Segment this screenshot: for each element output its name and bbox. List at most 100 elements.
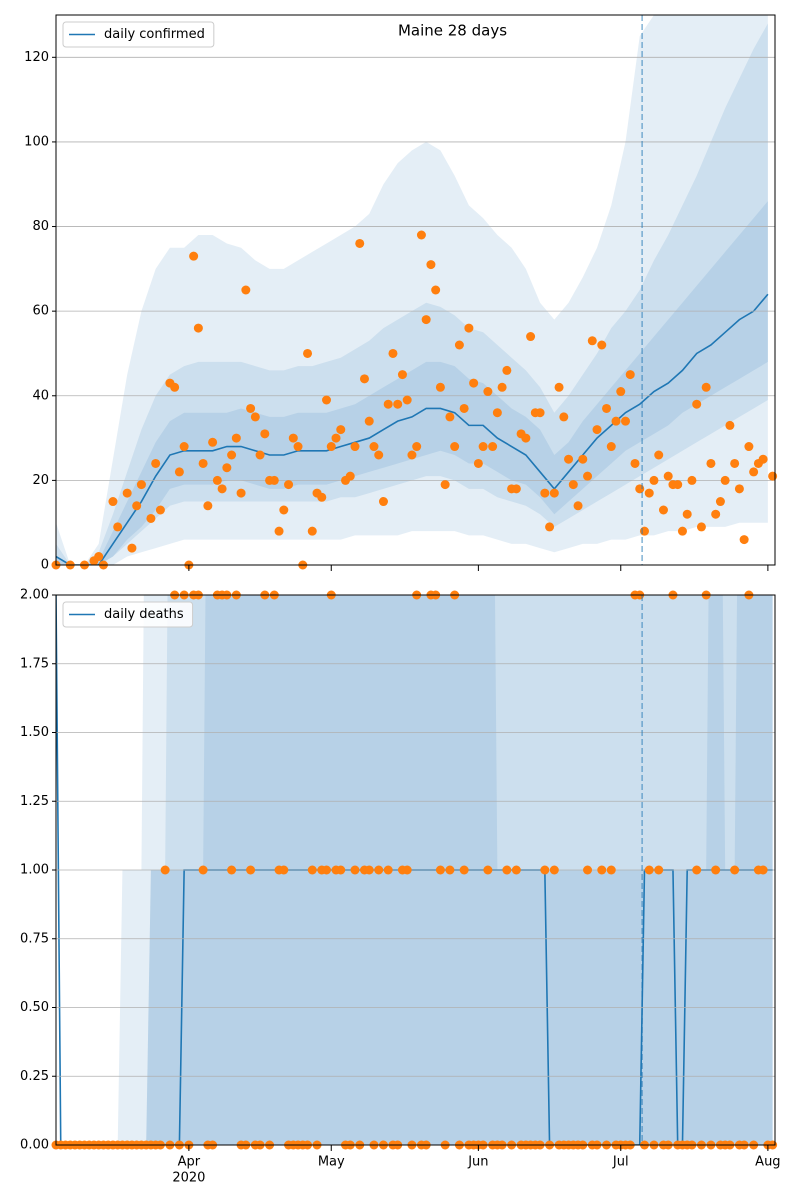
observed-point: [559, 412, 569, 422]
observed-point: [687, 475, 697, 485]
observed-point: [654, 865, 664, 875]
observed-point: [241, 285, 251, 295]
observed-point: [459, 865, 469, 875]
observed-point: [730, 865, 740, 875]
observed-point: [711, 509, 721, 519]
observed-point: [573, 501, 583, 511]
observed-point: [383, 399, 393, 409]
x-tick-label: May: [318, 1155, 345, 1170]
observed-point: [203, 501, 213, 511]
observed-point: [583, 865, 593, 875]
observed-point: [469, 378, 479, 388]
observed-point: [744, 442, 754, 452]
observed-point: [445, 412, 455, 422]
observed-point: [227, 450, 237, 460]
observed-point: [113, 522, 123, 532]
observed-point: [94, 552, 104, 562]
observed-point: [212, 475, 222, 485]
observed-point: [170, 382, 180, 392]
y-tick-label: 40: [32, 388, 49, 403]
observed-point: [473, 458, 483, 468]
observed-point: [663, 471, 673, 481]
observed-point: [132, 501, 142, 511]
observed-point: [397, 370, 407, 380]
y-tick-label: 0: [41, 558, 49, 573]
observed-point: [416, 230, 426, 240]
observed-point: [431, 285, 441, 295]
observed-point: [198, 458, 208, 468]
observed-point: [217, 484, 227, 494]
observed-point: [307, 865, 317, 875]
observed-point: [136, 480, 146, 490]
observed-point: [630, 458, 640, 468]
observed-point: [407, 450, 417, 460]
observed-point: [492, 408, 502, 418]
observed-point: [583, 471, 593, 481]
observed-point: [246, 403, 256, 413]
y-tick-label: 60: [32, 304, 49, 319]
observed-point: [279, 505, 289, 515]
observed-point: [322, 865, 332, 875]
observed-point: [511, 865, 521, 875]
observed-point: [250, 412, 260, 422]
y-tick-label: 0.75: [20, 931, 49, 946]
observed-point: [421, 315, 431, 325]
uncertainty-band: [56, 15, 768, 565]
observed-point: [336, 865, 346, 875]
observed-point: [450, 442, 460, 452]
uncertainty-band: [56, 23, 768, 565]
x-tick-label: Apr: [178, 1155, 201, 1170]
observed-point: [540, 488, 550, 498]
observed-point: [246, 865, 256, 875]
observed-point: [616, 387, 626, 397]
observed-point: [350, 865, 360, 875]
observed-point: [359, 374, 369, 384]
y-tick-label: 1.00: [20, 863, 49, 878]
observed-point: [179, 442, 189, 452]
observed-point: [734, 484, 744, 494]
x-tick-label: Jul: [612, 1155, 629, 1170]
y-tick-label: 0.25: [20, 1069, 49, 1084]
observed-point: [260, 429, 270, 439]
observed-point: [454, 340, 464, 350]
observed-point: [758, 865, 768, 875]
observed-point: [331, 433, 341, 443]
observed-point: [502, 865, 512, 875]
observed-point: [592, 425, 602, 435]
observed-point: [160, 865, 170, 875]
observed-point: [364, 865, 374, 875]
observed-point: [326, 442, 336, 452]
observed-point: [231, 433, 241, 443]
observed-point: [288, 433, 298, 443]
observed-point: [222, 463, 232, 473]
observed-point: [127, 543, 137, 553]
observed-point: [445, 865, 455, 875]
observed-point: [602, 403, 612, 413]
observed-point: [426, 260, 436, 270]
observed-point: [673, 480, 683, 490]
y-tick-label: 0.00: [20, 1138, 49, 1153]
observed-point: [350, 442, 360, 452]
legend-box: [62, 601, 194, 628]
observed-point: [269, 475, 279, 485]
observed-point: [303, 348, 313, 358]
chart-title: Maine 28 days: [398, 22, 507, 40]
observed-point: [174, 467, 184, 477]
y-tick-label: 2.00: [20, 588, 49, 603]
observed-point: [378, 497, 388, 507]
observed-point: [692, 865, 702, 875]
y-tick-label: 0.50: [20, 1000, 49, 1015]
observed-point: [597, 340, 607, 350]
observed-point: [435, 382, 445, 392]
observed-point: [227, 865, 237, 875]
observed-point: [739, 535, 749, 545]
observed-point: [374, 450, 384, 460]
observed-point: [459, 403, 469, 413]
observed-point: [549, 488, 559, 498]
axes-frame: [55, 14, 776, 566]
observed-point: [644, 488, 654, 498]
observed-point: [554, 382, 564, 392]
y-tick-label: 1.75: [20, 656, 49, 671]
observed-point: [488, 442, 498, 452]
